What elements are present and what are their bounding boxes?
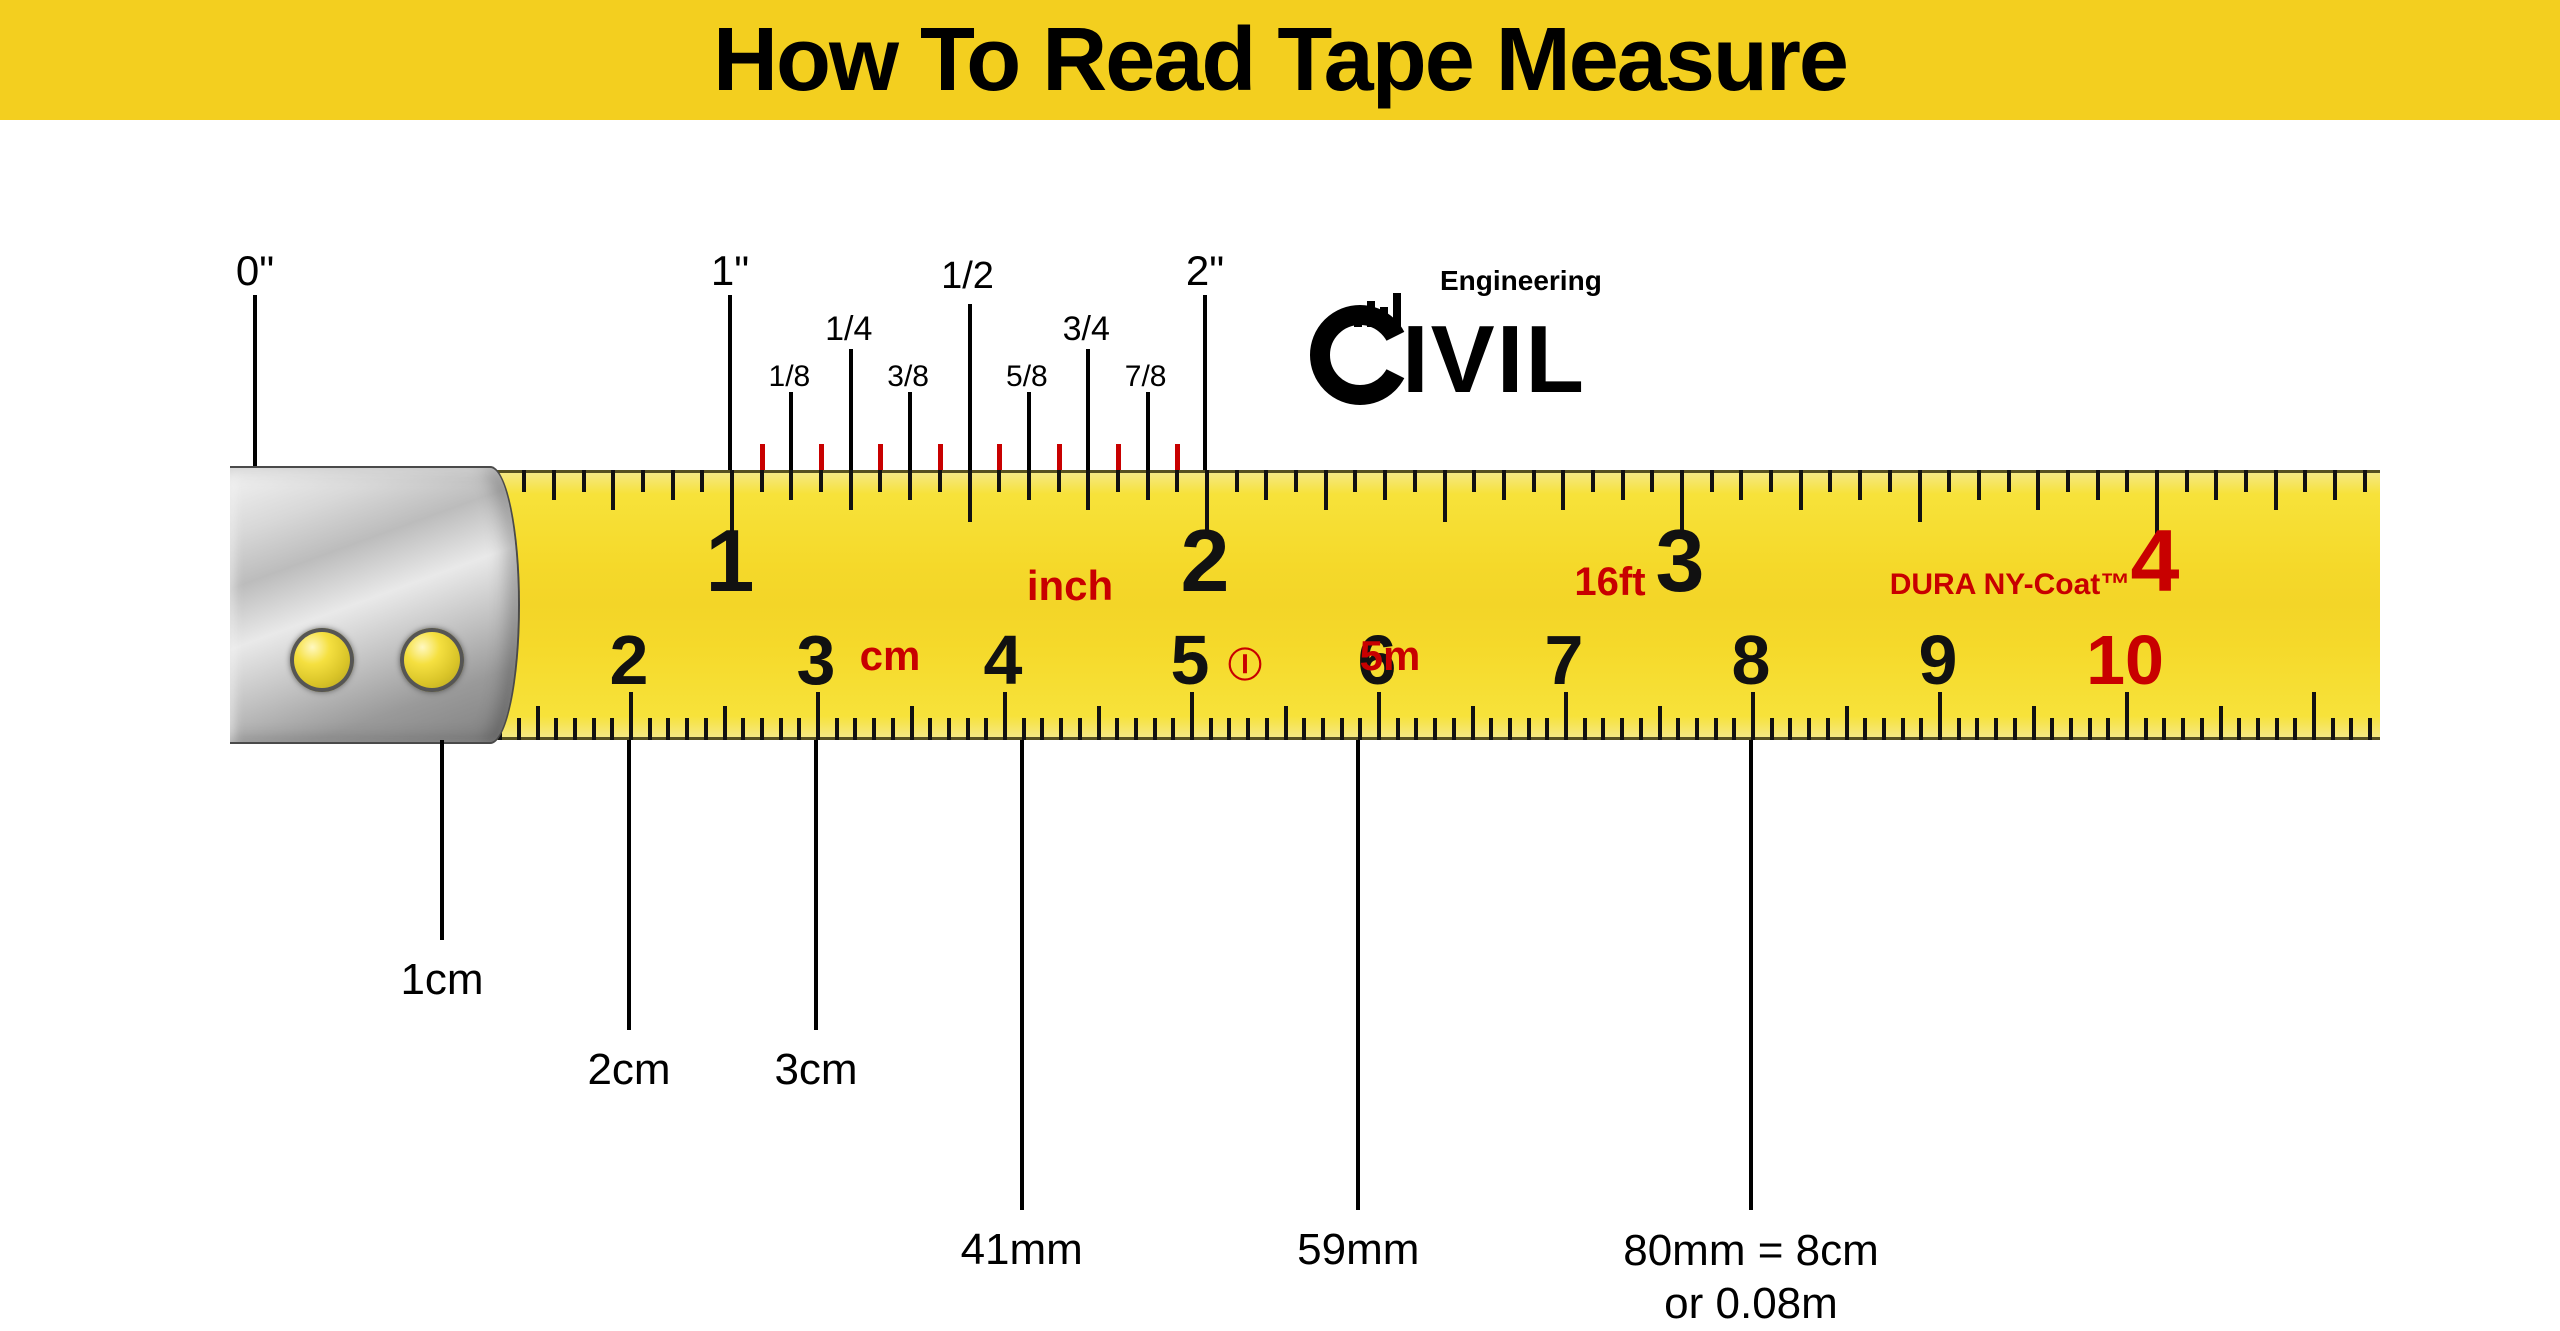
red-sixteenth-tick bbox=[997, 444, 1002, 470]
logo-main-text: IVIL bbox=[1402, 322, 1586, 399]
fraction-callout-line bbox=[789, 392, 793, 444]
cm-number: 7 bbox=[1545, 620, 1584, 700]
callout-line bbox=[627, 740, 631, 1030]
tape-text-label: DURA NY-Coat™ bbox=[1890, 568, 2131, 602]
red-sixteenth-tick bbox=[878, 444, 883, 470]
inch-number: 3 bbox=[1656, 510, 1705, 612]
callout-line bbox=[1749, 740, 1753, 1210]
civil-engineering-logo: Engineering IVIL bbox=[1310, 295, 1586, 399]
red-sixteenth-tick bbox=[1057, 444, 1062, 470]
red-sixteenth-tick bbox=[1175, 444, 1180, 470]
callout-label: 2cm bbox=[587, 1045, 670, 1095]
tape-body bbox=[230, 470, 2380, 740]
tape-measure: 1234 2345678910 inch16ftDURA NY-Coat™cm5… bbox=[230, 470, 2380, 740]
callout-line bbox=[1356, 740, 1360, 1210]
tape-red-circle-mark: Ⓘ bbox=[1228, 638, 1262, 687]
fraction-callout-line bbox=[1146, 392, 1150, 444]
inch-number: 1 bbox=[706, 510, 755, 612]
callout-label: 59mm bbox=[1297, 1225, 1419, 1275]
tape-text-label: 16ft bbox=[1574, 560, 1645, 605]
callout-line bbox=[1203, 295, 1207, 470]
title-bar: How To Read Tape Measure bbox=[0, 0, 2560, 120]
cm-number: 9 bbox=[1919, 620, 1958, 700]
fraction-callout-line bbox=[908, 392, 912, 444]
logo-gear-icon bbox=[1310, 295, 1420, 405]
red-sixteenth-tick bbox=[760, 444, 765, 470]
tape-text-label: inch bbox=[1027, 562, 1113, 610]
cm-number: 4 bbox=[984, 620, 1023, 700]
red-sixteenth-tick bbox=[819, 444, 824, 470]
page-title: How To Read Tape Measure bbox=[713, 9, 1847, 112]
cm-number: 10 bbox=[2086, 620, 2164, 700]
fraction-callout-line bbox=[968, 304, 972, 444]
callout-label: 41mm bbox=[961, 1225, 1083, 1275]
inch-number: 2 bbox=[1181, 510, 1230, 612]
callout-line bbox=[1020, 740, 1024, 1210]
fraction-callout-line bbox=[1027, 392, 1031, 444]
fraction-label: 7/8 bbox=[1125, 360, 1167, 394]
cm-number: 3 bbox=[797, 620, 836, 700]
fraction-label: 1/4 bbox=[825, 310, 872, 349]
cm-number: 8 bbox=[1732, 620, 1771, 700]
cm-number: 2 bbox=[610, 620, 649, 700]
fraction-label: 3/4 bbox=[1063, 310, 1110, 349]
fraction-callout-line bbox=[1086, 349, 1090, 444]
diagram-area: Engineering IVIL 0" 1" 2" 1/2 1/4 3/4 1/8 3/8 5/… bbox=[0, 120, 2560, 1320]
callout-label: 1cm bbox=[400, 955, 483, 1005]
tape-text-label: 5m bbox=[1360, 632, 1421, 680]
fraction-label: 1/2 bbox=[941, 255, 994, 298]
red-sixteenth-tick bbox=[1116, 444, 1121, 470]
callout-label: 2" bbox=[1186, 247, 1224, 295]
callout-label: 0" bbox=[236, 247, 274, 295]
callout-line bbox=[814, 740, 818, 1030]
fraction-label: 1/8 bbox=[769, 360, 811, 394]
fraction-label: 5/8 bbox=[1006, 360, 1048, 394]
tape-text-label: cm bbox=[860, 632, 921, 680]
fraction-callout-line bbox=[849, 349, 853, 444]
callout-label: 1" bbox=[711, 247, 749, 295]
callout-line bbox=[728, 295, 732, 470]
cm-number: 5 bbox=[1171, 620, 1210, 700]
callout-label: 3cm bbox=[774, 1045, 857, 1095]
callout-line bbox=[440, 740, 444, 940]
callout-line bbox=[253, 295, 257, 470]
fraction-label: 3/8 bbox=[887, 360, 929, 394]
callout-label: 80mm = 8cmor 0.08m bbox=[1571, 1225, 1931, 1331]
tape-metal-tip bbox=[230, 466, 520, 744]
logo-engineering-label: Engineering bbox=[1440, 265, 1602, 297]
inch-number: 4 bbox=[2131, 510, 2180, 612]
red-sixteenth-tick bbox=[938, 444, 943, 470]
